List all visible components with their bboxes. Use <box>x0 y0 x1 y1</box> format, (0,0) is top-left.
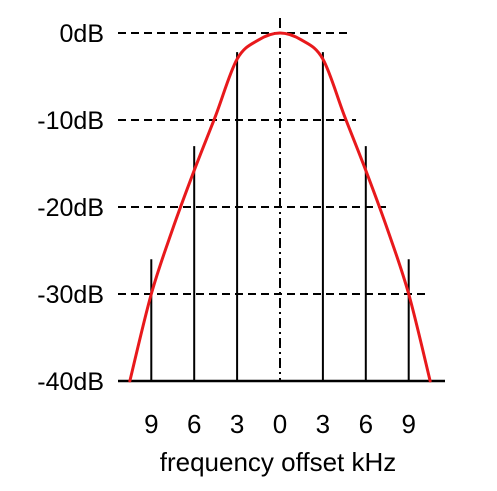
y-tick-label: -40dB <box>37 368 104 396</box>
curve-layer <box>128 31 432 383</box>
x-tick-label: 6 <box>359 409 373 439</box>
y-tick-label: -30dB <box>37 281 104 309</box>
spectral-lines-layer <box>150 52 410 381</box>
x-axis-title: frequency offset kHz <box>160 447 397 477</box>
y-tick-labels: 0dB -10dB -20dB -30dB -40dB <box>37 20 104 396</box>
response-curve <box>128 31 432 383</box>
x-tick-label: 0 <box>273 409 287 439</box>
x-tick-label: 9 <box>144 409 158 439</box>
x-tick-label: 9 <box>401 409 415 439</box>
x-tick-label: 6 <box>187 409 201 439</box>
axis-layer <box>118 18 445 383</box>
y-tick-label: -20dB <box>37 194 104 222</box>
y-tick-label: -10dB <box>37 107 104 135</box>
x-tick-label: 3 <box>316 409 330 439</box>
x-tick-label: 3 <box>230 409 244 439</box>
y-tick-label: 0dB <box>60 20 104 48</box>
